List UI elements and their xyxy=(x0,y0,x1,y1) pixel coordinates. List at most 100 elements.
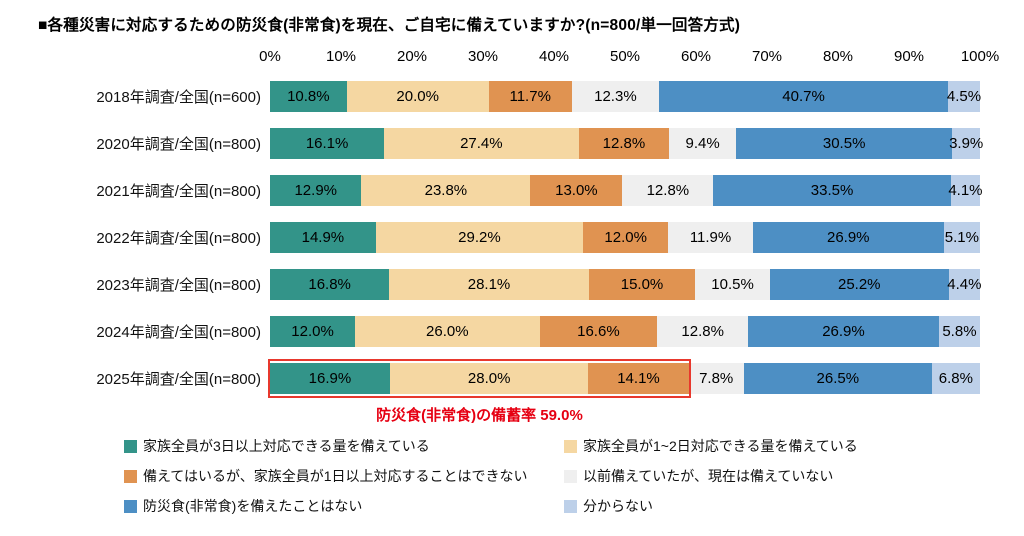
annotation-area: 防災食(非常食)の備蓄率 59.0% xyxy=(270,402,980,426)
bar-segment: 12.0% xyxy=(270,316,356,347)
legend-swatch-icon xyxy=(124,469,137,483)
chart-row: 2022年調査/全国(n=800) 14.9% 29.2% 12.0% 11.9% 26.… xyxy=(38,214,980,261)
bar-segment: 5.8% xyxy=(938,316,981,347)
bar-segment: 30.5% xyxy=(735,128,953,159)
chart-row: 2020年調査/全国(n=800) 16.1% 27.4% 12.8% 9.4% 30.5… xyxy=(38,120,983,167)
legend-swatch-icon xyxy=(124,439,137,453)
legend-item: 備えてはいるが、家族全員が1日以上対応することはできない xyxy=(124,466,564,486)
bar-segment: 14.1% xyxy=(588,363,689,394)
bar-segment: 15.0% xyxy=(588,269,696,300)
legend-swatch-icon xyxy=(124,499,137,513)
bar-segment: 5.1% xyxy=(943,222,980,253)
legend-swatch-icon xyxy=(564,499,577,513)
chart-row: 2024年調査/全国(n=800) 12.0% 26.0% 16.6% 12.8% 26.… xyxy=(38,308,981,355)
legend-label: 家族全員が1~2日対応できる量を備えている xyxy=(583,438,858,454)
legend: 家族全員が3日以上対応できる量を備えている 家族全員が1~2日対応できる量を備えて… xyxy=(124,436,980,516)
row-label: 2018年調査/全国(n=600) xyxy=(96,89,261,106)
bar-track: 16.8% 28.1% 15.0% 10.5% 25.2% 4.4% xyxy=(270,269,981,300)
x-axis-tick: 80% xyxy=(822,48,854,65)
bar-segment: 10.5% xyxy=(695,269,770,300)
legend-label: 分からない xyxy=(583,498,653,514)
chart-row: 2021年調査/全国(n=800) 12.9% 23.8% 13.0% 12.8% 33.… xyxy=(38,167,983,214)
x-axis-tick: 20% xyxy=(396,48,428,65)
bar-segment: 12.8% xyxy=(657,316,749,347)
legend-label: 防災食(非常食)を備えたことはない xyxy=(143,498,363,514)
stockpile-rate-annotation: 防災食(非常食)の備蓄率 59.0% xyxy=(376,407,583,424)
bar-segment: 13.0% xyxy=(530,175,623,206)
chart-row: 2025年調査/全国(n=800) 16.9% 28.0% 14.1% 7.8% 26.5… xyxy=(38,355,981,402)
bar-segment: 25.2% xyxy=(769,269,949,300)
bar-segment: 12.3% xyxy=(571,81,660,112)
bar-segment: 16.9% xyxy=(270,363,390,394)
chart: 0% 10% 20% 30% 40% 50% 60% 70% 80% 90% 100% 2018年調… xyxy=(38,47,999,426)
bar-track: 12.0% 26.0% 16.6% 12.8% 26.9% 5.8% xyxy=(270,316,981,347)
row-label: 2020年調査/全国(n=800) xyxy=(96,136,261,153)
x-axis-tick: 50% xyxy=(609,48,641,65)
annotation-row: 防災食(非常食)の備蓄率 59.0% xyxy=(38,402,980,426)
bar-segment: 11.9% xyxy=(668,222,753,253)
bar-segment: 10.8% xyxy=(270,81,347,112)
bar-segment: 33.5% xyxy=(713,175,951,206)
bar-track: 16.1% 27.4% 12.8% 9.4% 30.5% 3.9% xyxy=(270,128,983,159)
bar-segment: 26.9% xyxy=(748,316,939,347)
row-label: 2025年調査/全国(n=800) xyxy=(96,371,261,388)
bar-segment: 29.2% xyxy=(375,222,584,253)
legend-item: 家族全員が1~2日対応できる量を備えている xyxy=(564,436,980,456)
bar-segment: 6.8% xyxy=(931,363,981,394)
chart-rows: 2018年調査/全国(n=600) 10.8% 20.0% 11.7% 12.3% 40.… xyxy=(38,73,983,402)
bar-segment: 16.8% xyxy=(270,269,390,300)
bar-segment: 7.8% xyxy=(688,363,744,394)
row-label: 2022年調査/全国(n=800) xyxy=(96,230,261,247)
x-axis-tick: 10% xyxy=(325,48,357,65)
bar-track: 10.8% 20.0% 11.7% 12.3% 40.7% 4.5% xyxy=(270,81,981,112)
legend-item: 防災食(非常食)を備えたことはない xyxy=(124,496,564,516)
legend-swatch-icon xyxy=(564,469,577,483)
legend-swatch-icon xyxy=(564,439,577,453)
row-label: 2024年調査/全国(n=800) xyxy=(96,324,261,341)
x-axis-tick: 40% xyxy=(538,48,570,65)
row-label: 2021年調査/全国(n=800) xyxy=(96,183,261,200)
bar-segment: 12.8% xyxy=(578,128,670,159)
bar-segment: 26.0% xyxy=(355,316,540,347)
chart-row: 2018年調査/全国(n=600) 10.8% 20.0% 11.7% 12.3% 40.… xyxy=(38,73,981,120)
bar-segment: 4.5% xyxy=(947,81,981,112)
legend-label: 以前備えていたが、現在は備えていない xyxy=(583,468,834,484)
bar-segment: 26.9% xyxy=(752,222,944,253)
x-axis-tick: 100% xyxy=(960,48,1000,65)
chart-title: ■各種災害に対応するための防災食(非常食)を現在、ご自宅に備えていますか?(n=… xyxy=(38,17,741,34)
bar-segment: 40.7% xyxy=(659,81,949,112)
bar-track: 14.9% 29.2% 12.0% 11.9% 26.9% 5.1% xyxy=(270,222,980,253)
bar-segment: 12.0% xyxy=(583,222,669,253)
bar-segment: 16.1% xyxy=(270,128,385,159)
bar-segment: 14.9% xyxy=(270,222,376,253)
bar-track: 12.9% 23.8% 13.0% 12.8% 33.5% 4.1% xyxy=(270,175,983,206)
bar-segment: 23.8% xyxy=(361,175,531,206)
x-axis-tick: 70% xyxy=(751,48,783,65)
legend-label: 備えてはいるが、家族全員が1日以上対応することはできない xyxy=(143,468,528,484)
x-axis-tick: 60% xyxy=(680,48,712,65)
bar-segment: 4.4% xyxy=(947,269,981,300)
legend-item: 家族全員が3日以上対応できる量を備えている xyxy=(124,436,564,456)
x-axis: 0% 10% 20% 30% 40% 50% 60% 70% 80% 90% 100% xyxy=(259,47,999,73)
x-axis-tick: 90% xyxy=(893,48,925,65)
row-label: 2023年調査/全国(n=800) xyxy=(96,277,261,294)
x-axis-row: 0% 10% 20% 30% 40% 50% 60% 70% 80% 90% 100% xyxy=(38,47,999,73)
x-axis-tick: 0% xyxy=(259,48,281,65)
bar-segment: 3.9% xyxy=(949,128,983,159)
legend-label: 家族全員が3日以上対応できる量を備えている xyxy=(143,438,430,454)
bar-segment: 11.7% xyxy=(488,81,572,112)
bar-track: 16.9% 28.0% 14.1% 7.8% 26.5% 6.8% xyxy=(268,359,981,398)
bar-segment: 12.8% xyxy=(622,175,714,206)
bar-segment: 20.0% xyxy=(346,81,489,112)
axis-label-spacer xyxy=(38,47,270,73)
bar-segment: 9.4% xyxy=(669,128,736,159)
bar-segment: 28.0% xyxy=(389,363,589,394)
legend-item: 分からない xyxy=(564,496,980,516)
chart-row: 2023年調査/全国(n=800) 16.8% 28.1% 15.0% 10.5% 25.… xyxy=(38,261,981,308)
x-axis-tick: 30% xyxy=(467,48,499,65)
legend-item: 以前備えていたが、現在は備えていない xyxy=(564,466,980,486)
bar-segment: 28.1% xyxy=(389,269,589,300)
bar-segment: 26.5% xyxy=(743,363,932,394)
bar-segment: 4.1% xyxy=(948,175,983,206)
